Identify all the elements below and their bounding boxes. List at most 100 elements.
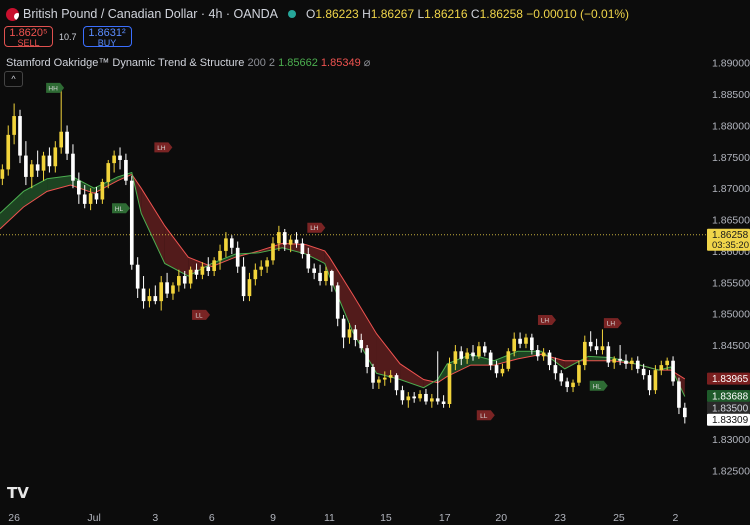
trend-band-segment <box>329 257 353 333</box>
price-tag <box>707 228 750 251</box>
candle-body <box>129 180 134 265</box>
candle-body <box>600 346 605 351</box>
structure-tag <box>307 222 326 233</box>
price-tick-label: 1.84500 <box>712 340 750 352</box>
structure-label: HL <box>593 383 602 390</box>
indicator-value-fast: 1.85662 <box>278 57 318 69</box>
structure-tag <box>192 309 211 320</box>
trend-band-segment <box>324 250 330 277</box>
time-tick-label: 20 <box>495 512 507 524</box>
sell-price: 1.8620⁵ <box>9 27 48 39</box>
trend-band-segment <box>94 176 118 194</box>
structure-label: LL <box>480 413 488 420</box>
candle-body <box>82 194 87 204</box>
trend-band-segment <box>188 257 212 277</box>
time-tick-label: 15 <box>380 512 392 524</box>
candle-body <box>612 358 617 363</box>
indicator-legend[interactable]: Stamford Oakridge™ Dynamic Trend & Struc… <box>6 56 370 69</box>
price-tick-label: 1.89000 <box>712 58 750 70</box>
candle-body <box>18 116 22 156</box>
structure-tag <box>537 314 556 325</box>
candle-body <box>235 247 240 267</box>
candle-body <box>341 318 346 338</box>
candle-body <box>665 360 669 366</box>
indicator-hidden-icon[interactable]: ⌀ <box>363 57 371 69</box>
candle-body <box>512 338 517 352</box>
candle-body <box>212 260 216 272</box>
structure-tag <box>589 380 608 391</box>
candle-body <box>229 238 234 248</box>
structure-tag <box>46 82 65 93</box>
collapse-legend-button[interactable]: ^ <box>4 71 23 87</box>
candle-body <box>88 193 93 204</box>
candle-body <box>294 239 299 244</box>
price-tag-value: 1.83309 <box>712 415 749 426</box>
candle-body <box>553 365 558 374</box>
candle-body <box>518 338 522 344</box>
candle-body <box>41 155 46 171</box>
candle-body <box>500 368 505 374</box>
candle-body <box>159 282 164 302</box>
time-tick-label: 17 <box>439 512 451 524</box>
price-tick-label: 1.83000 <box>712 434 750 446</box>
candle-body <box>200 266 205 275</box>
trend-band-segment <box>141 188 165 264</box>
price-tick-label: 1.85000 <box>712 309 750 321</box>
sell-label: SELL <box>17 38 40 48</box>
chart-header: British Pound / Canadian Dollar · 4h · O… <box>6 7 629 21</box>
candle-body <box>630 360 634 364</box>
candle-body <box>6 134 11 170</box>
candle-body <box>182 276 187 284</box>
structure-label: LH <box>607 321 616 328</box>
close-label: C <box>470 7 480 21</box>
sell-button[interactable]: 1.8620⁵ SELL <box>4 26 53 48</box>
trend-band-segment <box>70 175 95 194</box>
candle-body <box>541 352 546 357</box>
candle-body <box>241 266 246 297</box>
candle-body <box>412 396 417 399</box>
candle-body <box>435 398 440 402</box>
candle-body <box>571 382 575 388</box>
candle-body <box>118 155 122 160</box>
trend-band-segment <box>517 351 542 359</box>
time-tick-label: Jul <box>87 512 100 524</box>
candle-body <box>677 381 681 408</box>
buy-button[interactable]: 1.8631² BUY <box>82 26 132 48</box>
candle-body <box>112 155 116 164</box>
trend-band-segment <box>0 191 24 229</box>
candle-body <box>59 131 64 148</box>
candle-body <box>365 348 369 367</box>
candle-body <box>135 264 140 289</box>
candle-body <box>53 147 58 167</box>
trend-band-segment <box>211 254 236 267</box>
trend-band-segment <box>376 333 401 380</box>
candle-body <box>530 337 534 351</box>
candle-body <box>206 266 211 272</box>
price-tick-label: 1.88000 <box>712 120 750 132</box>
time-tick-label: 9 <box>270 512 276 524</box>
candle-body <box>382 377 387 380</box>
candle-body <box>577 365 581 383</box>
candle-body <box>300 243 305 255</box>
structure-label: LH <box>157 145 166 152</box>
symbol-title[interactable]: British Pound / Canadian Dollar · 4h · O… <box>23 7 278 21</box>
structure-label: LH <box>541 317 550 324</box>
candle-body <box>471 352 475 357</box>
candle-body <box>506 351 511 369</box>
candle-body <box>635 360 640 369</box>
candle-body <box>347 329 352 338</box>
candle-body <box>359 340 364 349</box>
time-tick-label: 23 <box>554 512 566 524</box>
candle-body <box>353 329 358 341</box>
candle-body <box>682 407 687 418</box>
candle-body <box>400 390 405 401</box>
candle-body <box>318 272 322 282</box>
trend-band-segment <box>282 243 306 255</box>
candle-body <box>406 396 411 401</box>
price-tick-label: 1.86500 <box>712 215 750 227</box>
low-value: 1.86216 <box>424 7 468 21</box>
candle-body <box>141 288 146 302</box>
candle-body <box>377 379 381 383</box>
candle-body <box>653 370 658 391</box>
